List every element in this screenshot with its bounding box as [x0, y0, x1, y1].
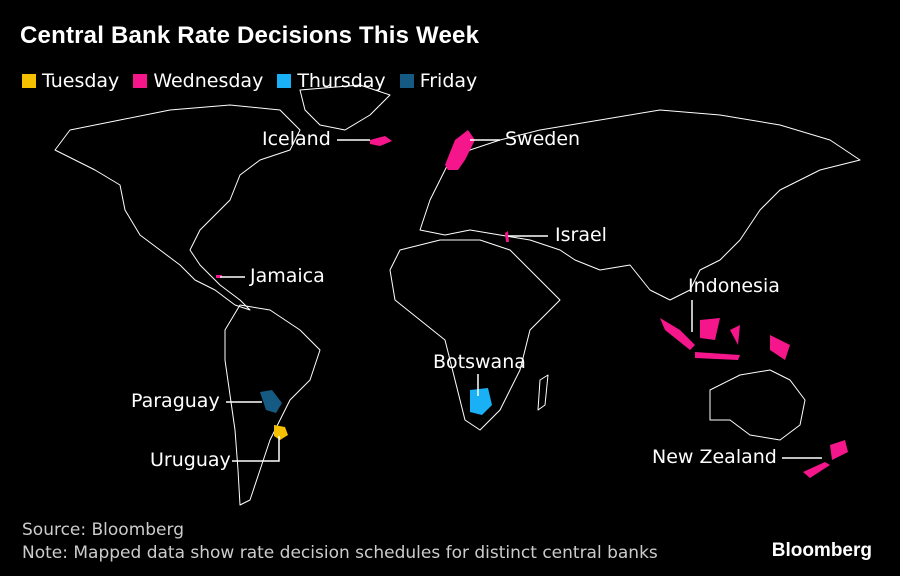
- country-sweden: [445, 130, 475, 170]
- footnote: Note: Mapped data show rate decision sch…: [22, 543, 658, 563]
- legend-item-tuesday: Tuesday: [22, 70, 119, 92]
- label-new-zealand: New Zealand: [652, 446, 777, 468]
- highlighted-countries: [216, 130, 848, 478]
- bloomberg-logo: Bloomberg: [771, 540, 872, 561]
- label-paraguay: Paraguay: [131, 390, 220, 412]
- swatch-friday: [399, 74, 414, 88]
- chart-title: Central Bank Rate Decisions This Week: [20, 22, 480, 49]
- label-sweden: Sweden: [505, 128, 581, 150]
- legend-item-wednesday: Wednesday: [133, 70, 263, 92]
- leader-uruguay: [232, 436, 280, 462]
- country-botswana: [470, 388, 492, 415]
- madagascar: [537, 374, 549, 411]
- country-uruguay: [274, 425, 288, 440]
- legend-label: Tuesday: [42, 70, 120, 92]
- source-note: Source: Bloomberg: [22, 520, 184, 540]
- legend-label: Wednesday: [153, 70, 264, 92]
- europe-asia: [419, 109, 861, 301]
- australia: [709, 369, 806, 441]
- label-jamaica: Jamaica: [250, 265, 325, 287]
- country-jamaica: [216, 275, 222, 278]
- label-uruguay: Uruguay: [150, 449, 231, 471]
- label-botswana: Botswana: [433, 351, 526, 373]
- africa: [389, 239, 561, 431]
- leader-lines: [220, 139, 822, 462]
- north-america: [54, 104, 301, 311]
- country-indonesia: [660, 318, 790, 360]
- legend-item-friday: Friday: [399, 70, 478, 92]
- greenland: [299, 84, 391, 131]
- label-iceland: Iceland: [262, 128, 331, 150]
- swatch-tuesday: [22, 74, 36, 88]
- country-new-zealand: [803, 440, 848, 478]
- country-paraguay: [260, 390, 282, 413]
- legend-label: Friday: [419, 70, 478, 92]
- label-indonesia: Indonesia: [688, 275, 780, 297]
- label-israel: Israel: [555, 224, 607, 246]
- country-israel: [505, 231, 509, 242]
- swatch-wednesday: [133, 74, 148, 88]
- country-iceland: [370, 136, 392, 146]
- south-america: [224, 304, 321, 506]
- swatch-thursday: [277, 74, 292, 88]
